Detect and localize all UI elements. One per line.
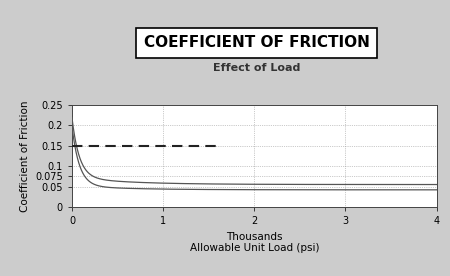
X-axis label: Thousands
Allowable Unit Load (psi): Thousands Allowable Unit Load (psi) (189, 232, 319, 253)
Text: COEFFICIENT OF FRICTION: COEFFICIENT OF FRICTION (144, 35, 369, 50)
Text: Effect of Load: Effect of Load (213, 63, 300, 73)
Y-axis label: Coefficient of Friction: Coefficient of Friction (20, 100, 30, 212)
